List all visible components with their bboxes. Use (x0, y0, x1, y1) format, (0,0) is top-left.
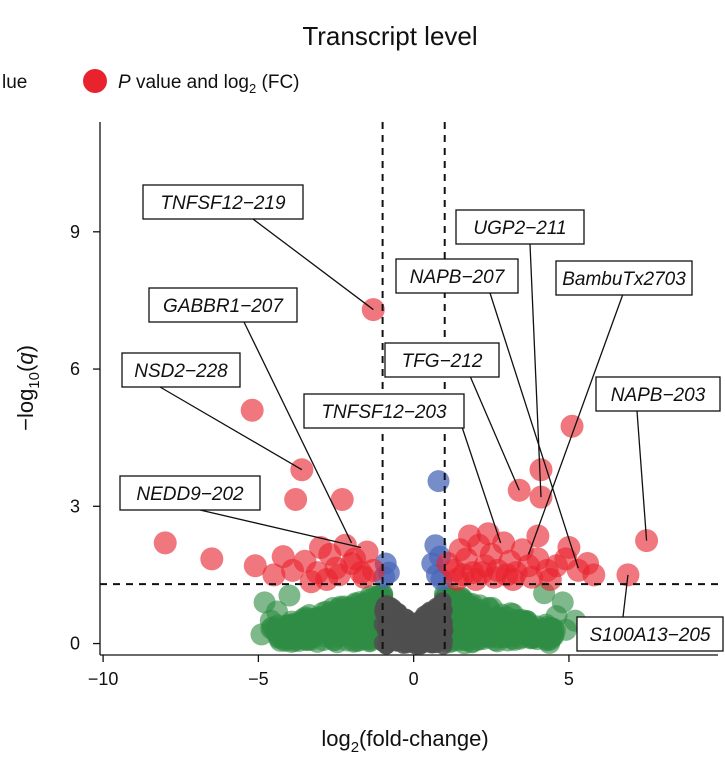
annotation-box (455, 209, 585, 245)
point-red (308, 535, 332, 559)
annotation-label: NAPB−203 (611, 385, 706, 406)
annotation-leader (622, 574, 629, 618)
y-axis-title: −log10(q) (13, 345, 43, 431)
point-red (299, 570, 323, 594)
annotation-leader (636, 410, 648, 541)
annotation-label: S100A13−205 (590, 625, 711, 646)
point-red (240, 398, 264, 422)
point-green (466, 604, 489, 627)
point-red (526, 524, 550, 548)
annotation-box (595, 376, 721, 412)
annotation-leader (489, 292, 579, 569)
point-green (542, 623, 565, 646)
annotation-label: NAPB−207 (410, 267, 506, 288)
point-blue (427, 470, 450, 493)
point-red (200, 547, 224, 571)
x-tick-label: −10 (88, 669, 119, 689)
annotation-leader (529, 243, 542, 498)
point-red (327, 563, 351, 587)
point-red (476, 522, 500, 546)
x-tick-label: 5 (564, 669, 574, 689)
gene-annotations: TNFSF12−219 GABBR1−207 NSD2−228 NEDD9−202 UG… (119, 184, 724, 652)
point-grey (388, 617, 407, 636)
point-grey (433, 595, 452, 614)
x-tick-label: −5 (248, 669, 269, 689)
annotation-box (303, 393, 465, 429)
x-tick-label: 0 (409, 669, 419, 689)
point-red (262, 563, 286, 587)
annotation-leader (252, 218, 374, 311)
annotation-box (576, 616, 724, 652)
annotation-box (555, 260, 693, 296)
legend: lue P value and log2 (FC) (2, 69, 300, 96)
annotation-leader (159, 386, 303, 471)
point-green (497, 617, 520, 640)
y-tick-label: 0 (70, 634, 80, 654)
annotation-label: GABBR1−207 (163, 296, 284, 317)
chart-title: Transcript level (302, 21, 477, 51)
annotation-box (384, 342, 500, 378)
annotation-leader (461, 426, 502, 544)
point-green (319, 617, 342, 640)
y-tick-label: 9 (70, 222, 80, 242)
point-red (495, 563, 519, 587)
point-red (153, 531, 177, 555)
point-red (576, 551, 600, 575)
point-red (538, 568, 562, 592)
point-green (298, 604, 321, 627)
point-red (352, 565, 376, 589)
point-green (250, 623, 273, 646)
legend-label-clipped: lue (2, 72, 27, 93)
annotation-box (148, 287, 298, 323)
legend-label: P value and log2 (FC) (118, 72, 300, 96)
annotation-label: TNFSF12−219 (160, 193, 286, 214)
point-green (299, 628, 322, 651)
threshold-lines (100, 122, 718, 655)
point-red (529, 458, 553, 482)
point-red (458, 524, 482, 548)
annotation-box (119, 475, 261, 511)
point-red (243, 554, 267, 578)
annotation-box (121, 352, 241, 388)
point-grey (404, 629, 423, 648)
point-grey (416, 614, 435, 633)
point-green (266, 600, 289, 623)
point-red (451, 563, 475, 587)
point-green (346, 607, 369, 630)
point-grey (426, 631, 445, 650)
legend-marker-red (83, 69, 107, 93)
point-green (278, 584, 301, 607)
x-axis-title: log2(fold-change) (321, 726, 488, 756)
y-tick-label: 3 (70, 496, 80, 516)
point-red (470, 561, 494, 585)
annotation-label: BambuTx2703 (562, 269, 686, 290)
annotation-label: TFG−212 (402, 351, 483, 372)
annotation-label: NEDD9−202 (136, 484, 244, 505)
annotation-leader (243, 321, 353, 544)
annotation-leader (199, 509, 362, 549)
point-red (330, 487, 354, 511)
annotation-leader (527, 293, 624, 555)
point-green (471, 628, 494, 651)
annotation-box (395, 258, 519, 294)
ns-points (373, 592, 454, 655)
point-grey (378, 631, 397, 650)
point-green (520, 616, 543, 639)
axes: −10 −5 0 5 0 3 6 9 (70, 122, 718, 689)
point-red (520, 565, 544, 589)
annotation-leader (469, 375, 520, 491)
annotation-label: UGP2−211 (473, 218, 566, 239)
y-tick-label: 6 (70, 359, 80, 379)
annotation-label: NSD2−228 (134, 361, 228, 382)
annotation-label: TNFSF12−203 (321, 402, 447, 423)
annotation-box (142, 184, 304, 220)
point-red (284, 487, 308, 511)
